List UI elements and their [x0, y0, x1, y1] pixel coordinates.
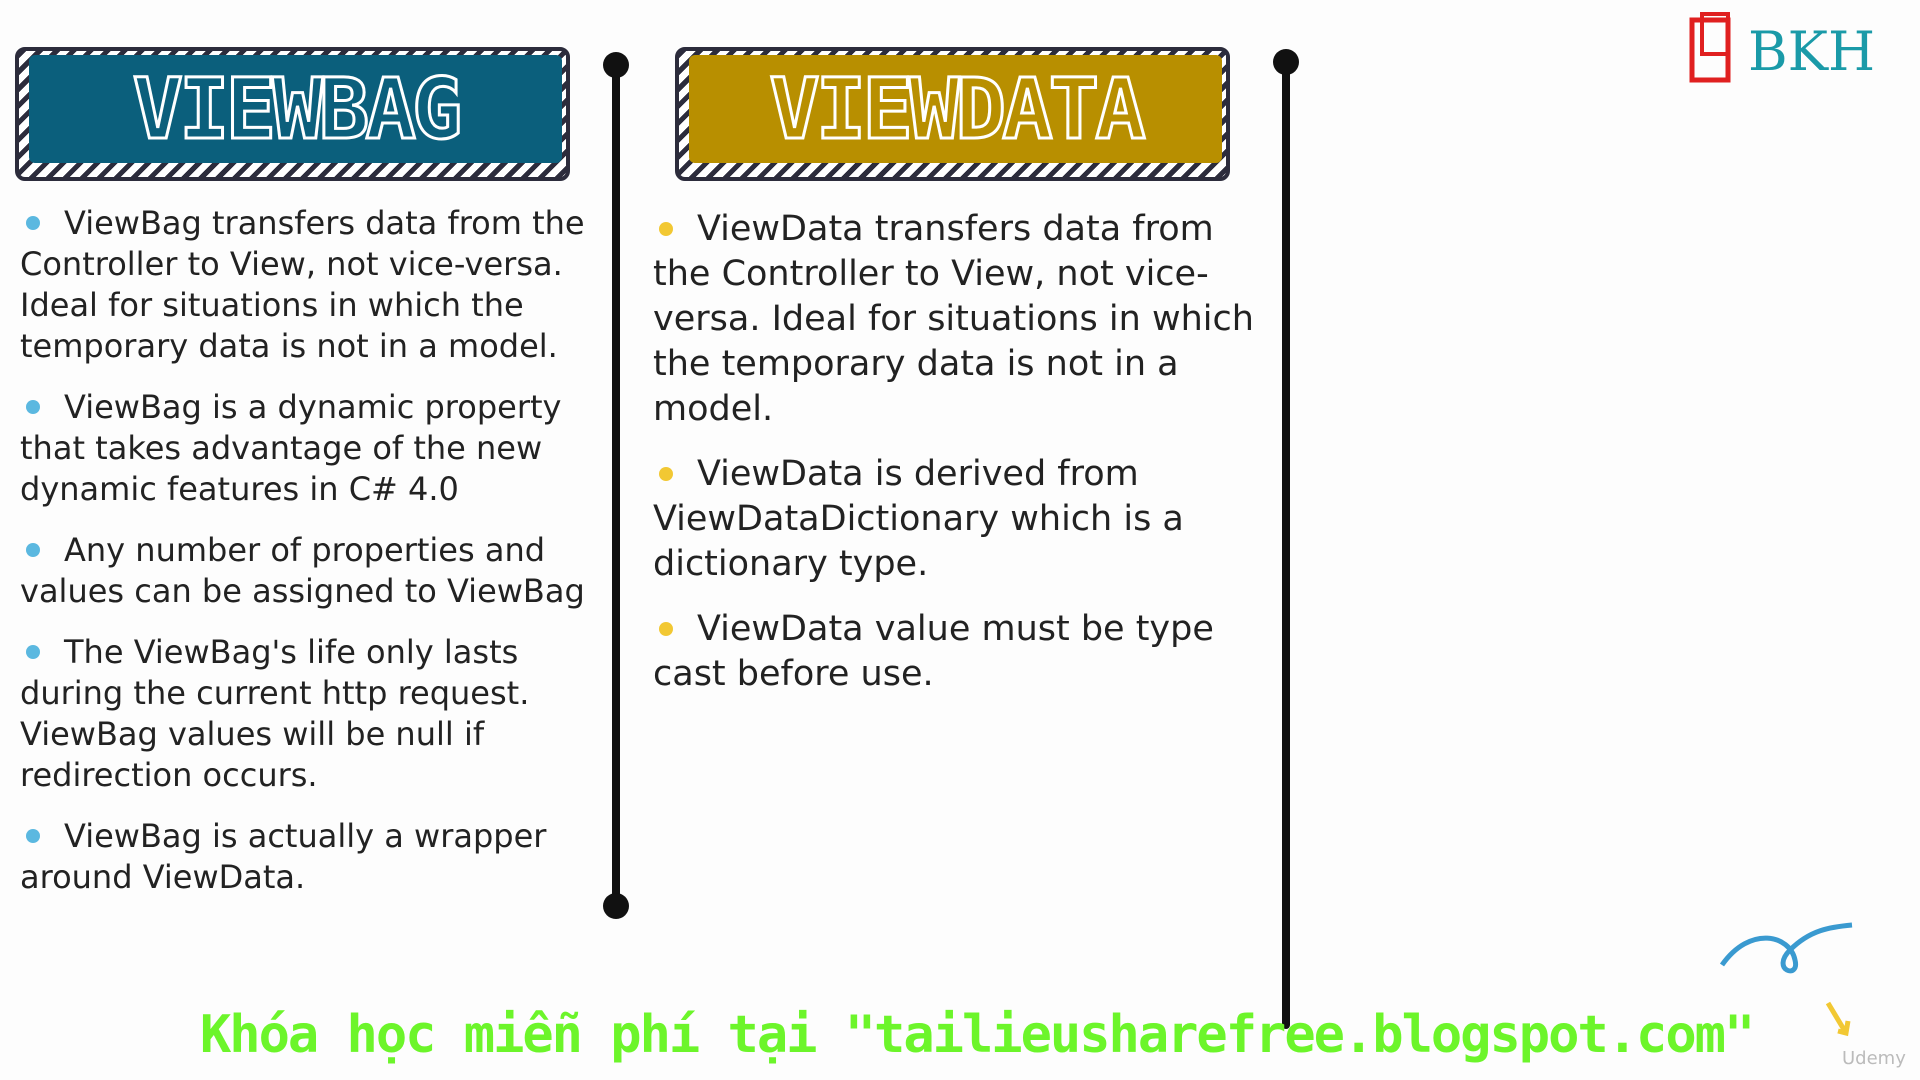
decoration	[1720, 922, 1853, 1037]
brand: Udemy	[1842, 1048, 1906, 1069]
bullet-item: ViewBag is a dynamic property that takes…	[20, 387, 605, 510]
logo: BKH	[1689, 12, 1875, 83]
bullet-item: ViewBag transfers data from the Controll…	[20, 203, 605, 367]
bullet-item: The ViewBag's life only lasts during the…	[20, 632, 605, 796]
bullet-item: ViewData transfers data from the Control…	[653, 207, 1268, 432]
watermark: Khóa học miễn phí tại "tailieusharefree.…	[200, 1005, 1755, 1065]
viewdata-list: ViewData transfers data from the Control…	[653, 207, 1268, 717]
viewbag-list: ViewBag transfers data from the Controll…	[20, 203, 605, 918]
divider-end	[603, 893, 629, 919]
viewbag-title: VIEWBAG	[29, 55, 562, 163]
divider-end	[1273, 49, 1299, 75]
viewdata-title: VIEWDATA	[689, 55, 1222, 163]
bullet-item: ViewData is derived from ViewDataDiction…	[653, 452, 1268, 587]
logo-text: BKH	[1748, 20, 1875, 83]
divider-end	[603, 52, 629, 78]
viewdata-header: VIEWDATA	[675, 47, 1230, 181]
bullet-item: ViewBag is actually a wrapper around Vie…	[20, 816, 605, 898]
divider	[612, 64, 620, 906]
bullet-item: Any number of properties and values can …	[20, 530, 605, 612]
divider	[1282, 61, 1290, 1029]
bullet-item: ViewData value must be type cast before …	[653, 607, 1268, 697]
viewbag-header: VIEWBAG	[15, 47, 570, 181]
